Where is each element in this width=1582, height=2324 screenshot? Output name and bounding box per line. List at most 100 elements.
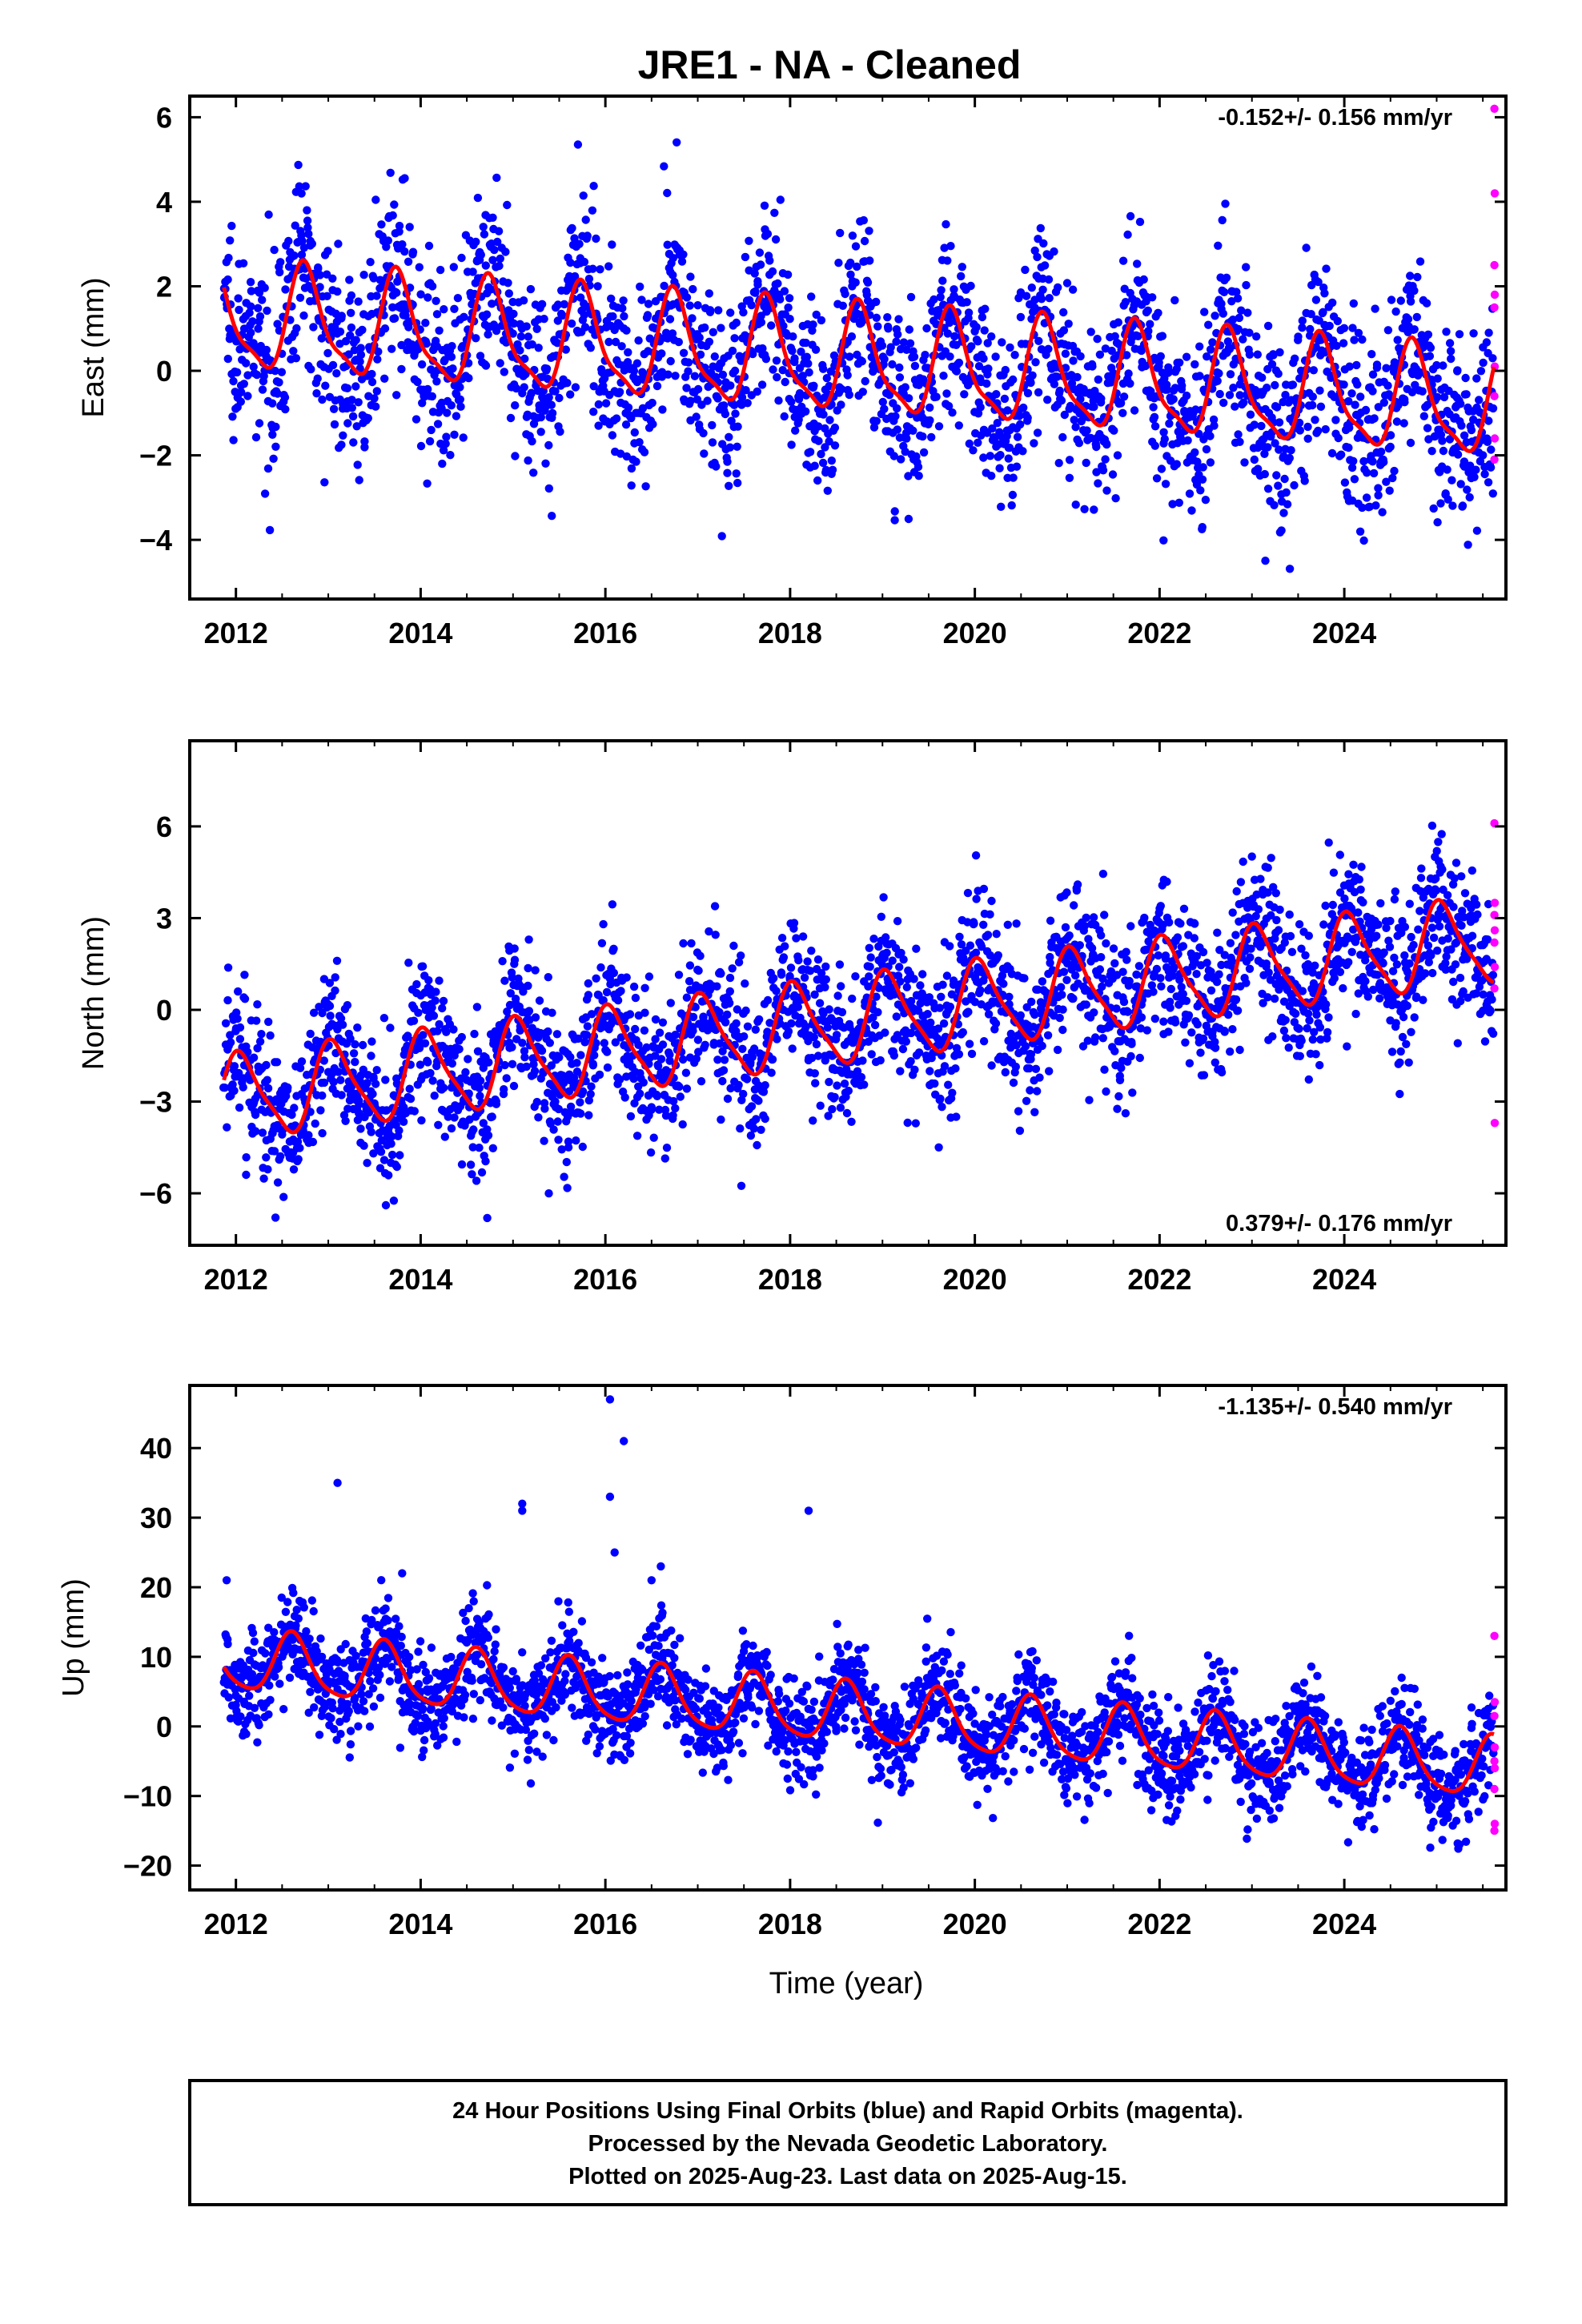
data-point xyxy=(877,341,887,350)
data-point xyxy=(979,884,989,894)
data-point xyxy=(524,1007,534,1015)
data-point xyxy=(412,979,421,989)
data-point xyxy=(295,182,303,191)
data-point xyxy=(710,352,719,361)
data-point xyxy=(1475,396,1484,404)
data-point xyxy=(1130,406,1139,415)
data-point xyxy=(1337,450,1346,459)
data-point xyxy=(1199,947,1208,957)
data-point xyxy=(1157,464,1166,473)
data-point xyxy=(390,200,399,209)
data-point xyxy=(294,1155,303,1164)
data-point xyxy=(593,282,602,291)
data-point xyxy=(877,912,886,922)
data-point xyxy=(367,1037,376,1046)
data-point xyxy=(1211,1058,1220,1068)
data-point xyxy=(651,1015,661,1024)
data-point xyxy=(893,1031,902,1039)
data-point xyxy=(647,1103,656,1112)
data-point xyxy=(1350,336,1359,344)
data-point xyxy=(1080,922,1090,931)
data-point xyxy=(679,939,688,948)
data-point xyxy=(785,315,794,324)
data-point xyxy=(1133,259,1142,268)
data-point xyxy=(502,1074,511,1083)
data-point xyxy=(658,405,667,414)
data-point xyxy=(243,371,252,380)
data-point xyxy=(599,919,608,929)
data-point xyxy=(811,345,821,354)
data-point xyxy=(665,315,675,324)
data-point xyxy=(1185,1059,1195,1068)
data-point xyxy=(682,1084,692,1093)
data-point xyxy=(1472,374,1481,383)
data-point xyxy=(318,1128,327,1138)
data-point xyxy=(268,399,277,408)
data-point xyxy=(869,1013,877,1022)
data-point xyxy=(295,293,305,302)
data-point xyxy=(656,1055,666,1063)
data-point xyxy=(1406,297,1415,306)
data-point xyxy=(986,951,995,960)
data-point xyxy=(1110,426,1118,435)
data-point xyxy=(1135,1053,1145,1063)
data-point xyxy=(392,391,401,400)
data-point xyxy=(224,253,233,263)
data-point xyxy=(1314,426,1323,436)
data-point xyxy=(757,380,767,389)
data-point xyxy=(910,1065,919,1075)
data-point xyxy=(1027,283,1037,292)
data-point xyxy=(249,362,258,372)
data-point xyxy=(984,1010,994,1019)
data-point xyxy=(531,1013,540,1022)
data-point xyxy=(582,1031,591,1039)
data-point xyxy=(1114,1092,1123,1101)
data-point xyxy=(1061,349,1070,358)
data-point xyxy=(946,352,954,361)
data-point xyxy=(725,481,733,490)
data-point xyxy=(619,296,628,305)
data-point xyxy=(927,432,936,442)
data-point xyxy=(741,1006,750,1015)
data-point xyxy=(623,358,632,367)
data-point xyxy=(692,1054,701,1063)
data-point xyxy=(750,269,759,278)
data-point xyxy=(1003,406,1012,415)
data-point xyxy=(573,140,583,149)
rapid-data-point xyxy=(1490,455,1499,464)
data-point xyxy=(271,442,280,451)
data-point xyxy=(388,211,397,220)
data-point xyxy=(1227,957,1237,966)
data-point xyxy=(751,287,760,296)
data-point xyxy=(355,1100,363,1109)
data-point xyxy=(319,1056,328,1065)
data-point xyxy=(629,367,639,376)
data-point xyxy=(1263,863,1272,872)
data-point xyxy=(1168,500,1177,509)
data-point xyxy=(333,287,342,296)
data-point xyxy=(710,902,720,911)
data-point xyxy=(1263,384,1271,392)
data-point xyxy=(1415,257,1425,266)
data-point xyxy=(581,215,590,224)
data-point xyxy=(913,462,923,472)
data-point xyxy=(902,434,911,443)
data-point xyxy=(801,338,810,348)
data-point xyxy=(1488,354,1497,363)
data-point xyxy=(611,1038,620,1047)
data-point xyxy=(666,356,675,366)
data-point xyxy=(872,416,881,425)
data-point xyxy=(1191,919,1199,928)
data-point xyxy=(1069,994,1078,1003)
data-point xyxy=(837,400,845,409)
data-point xyxy=(435,1019,444,1029)
data-point xyxy=(1302,243,1311,252)
data-point xyxy=(455,1044,464,1054)
data-point xyxy=(255,1037,265,1046)
data-point xyxy=(1193,1020,1203,1029)
data-point xyxy=(1086,991,1095,1000)
data-point xyxy=(1058,991,1066,999)
data-point xyxy=(395,1126,404,1135)
data-point xyxy=(315,271,324,279)
data-point xyxy=(334,1068,343,1076)
